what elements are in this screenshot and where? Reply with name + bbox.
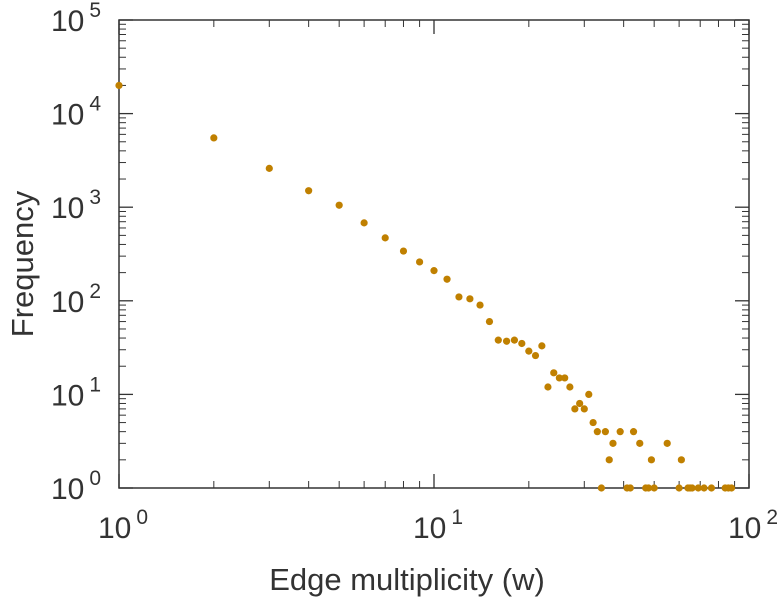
y-tick-label: 10 4: [51, 93, 101, 132]
data-point: [647, 456, 656, 464]
data-point: [443, 275, 451, 283]
data-point: [381, 234, 389, 242]
data-point: [455, 293, 463, 301]
data-point: [650, 484, 658, 492]
data-point: [576, 399, 584, 408]
data-point: [605, 456, 613, 464]
data-point: [636, 439, 644, 447]
data-point: [727, 484, 736, 492]
data-point: [485, 317, 494, 326]
x-tick-label: 10 0: [98, 506, 148, 545]
y-tick-label: 10 2: [51, 280, 101, 319]
data-point: [663, 439, 671, 447]
data-point: [571, 405, 579, 413]
data-point: [566, 383, 574, 391]
data-point: [415, 258, 424, 266]
data-point: [561, 374, 569, 382]
y-tick-label: 10 1: [51, 373, 101, 412]
data-points: [115, 81, 736, 492]
data-point: [589, 418, 597, 427]
major-ticks: [118, 19, 750, 489]
data-point: [518, 339, 526, 348]
x-axis-title: Edge multiplicity (w): [269, 562, 545, 597]
y-tick-label: 10 0: [51, 467, 101, 506]
y-tick-label: 10 5: [51, 0, 101, 38]
data-point: [210, 134, 218, 142]
data-point: [597, 484, 606, 492]
data-point: [700, 484, 708, 492]
data-point: [585, 390, 593, 398]
data-point: [601, 428, 609, 436]
data-point: [360, 219, 368, 227]
data-point: [675, 484, 683, 492]
plot-frame: [118, 19, 750, 489]
data-point: [476, 301, 484, 309]
x-tick-label: 10 1: [413, 506, 463, 545]
data-point: [531, 351, 540, 360]
data-point: [538, 342, 546, 350]
data-point: [609, 439, 617, 447]
data-point: [335, 201, 343, 209]
data-point: [677, 456, 685, 464]
data-point: [688, 484, 696, 492]
data-point: [694, 484, 702, 492]
data-point: [305, 187, 313, 195]
data-point: [580, 405, 588, 413]
data-point: [550, 369, 558, 377]
data-point: [502, 337, 511, 345]
data-point: [115, 81, 123, 90]
data-point: [644, 484, 653, 492]
data-point: [544, 383, 552, 391]
data-point: [593, 428, 601, 436]
data-point: [525, 347, 533, 355]
data-point: [265, 164, 273, 172]
data-point: [494, 336, 502, 344]
data-point: [466, 295, 474, 303]
data-point: [616, 428, 624, 436]
minor-ticks: [119, 20, 749, 488]
x-tick-labels: 10 0 10 1 10 2: [98, 506, 778, 545]
data-point: [707, 484, 716, 492]
y-tick-label: 10 3: [51, 186, 101, 225]
data-point: [399, 247, 408, 255]
data-point: [626, 484, 634, 492]
data-point: [629, 428, 638, 436]
y-axis-title: Frequency: [5, 190, 40, 337]
data-point: [430, 267, 438, 275]
data-point: [555, 374, 563, 382]
x-tick-label: 10 2: [728, 506, 778, 545]
data-point: [510, 336, 519, 344]
